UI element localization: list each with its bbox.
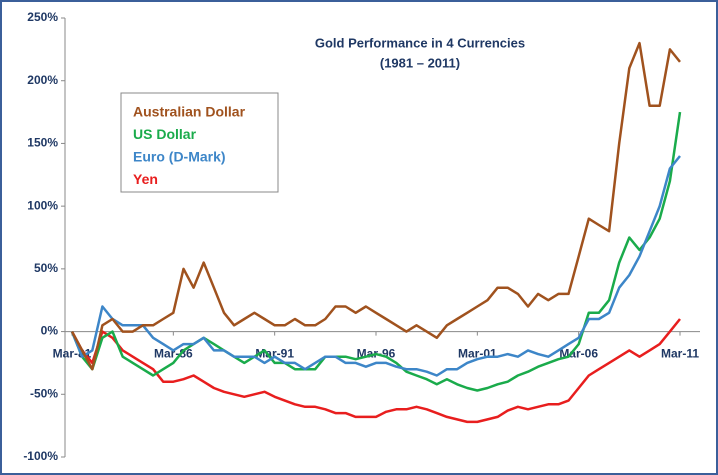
series-line — [70, 111, 682, 392]
y-tick-label: -50% — [30, 386, 58, 400]
y-tick-label: 0% — [41, 324, 59, 338]
y-tick-label: 100% — [27, 198, 58, 212]
series-line — [70, 155, 681, 377]
y-tick-label: 150% — [27, 136, 58, 150]
chart-subtitle: (1981 – 2011) — [380, 55, 460, 70]
legend-box — [120, 92, 279, 193]
y-tick-label: -100% — [23, 449, 58, 463]
series-line — [70, 318, 681, 424]
legend-label: Yen — [133, 171, 158, 187]
legend-label: Australian Dollar — [133, 104, 246, 120]
chart-title: Gold Performance in 4 Currencies — [315, 35, 525, 50]
legend-label: Euro (D-Mark) — [133, 149, 226, 165]
y-tick-label: 200% — [27, 73, 58, 87]
x-tick-label: Mar-11 — [661, 347, 699, 361]
y-tick-label: 50% — [34, 261, 58, 275]
legend-label: US Dollar — [133, 126, 197, 142]
series-line — [70, 41, 681, 371]
y-tick-label: 250% — [27, 10, 58, 24]
